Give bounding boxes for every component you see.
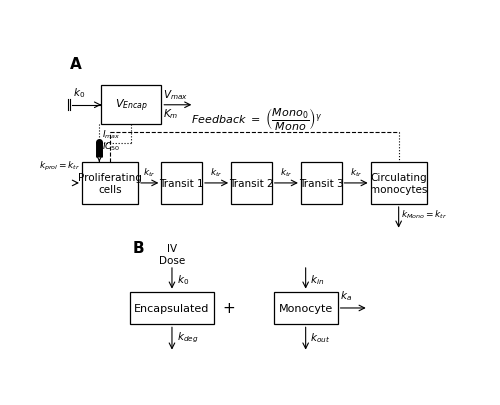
Text: Transit 2: Transit 2 [229, 179, 274, 188]
Text: $k_{Mono} = k_{tr}$: $k_{Mono} = k_{tr}$ [400, 208, 447, 220]
Text: Transit 3: Transit 3 [299, 179, 344, 188]
Text: IV
Dose: IV Dose [159, 244, 185, 265]
Bar [162, 162, 202, 205]
Bar [274, 292, 338, 324]
Text: Proliferating
cells: Proliferating cells [78, 173, 142, 194]
Text: A: A [70, 56, 82, 71]
Text: $k_{deg}$: $k_{deg}$ [176, 330, 198, 344]
Text: $k_a$: $k_a$ [340, 289, 351, 303]
Text: $K_m$: $K_m$ [163, 107, 178, 121]
Text: $I_{max}$: $I_{max}$ [102, 128, 121, 141]
Text: $V_{max}$: $V_{max}$ [163, 88, 188, 102]
Text: B: B [132, 241, 144, 255]
Text: Circulating
monocytes: Circulating monocytes [370, 173, 428, 194]
Bar [82, 162, 138, 205]
Text: $k_{tr}$: $k_{tr}$ [144, 166, 156, 179]
Bar [231, 162, 272, 205]
Bar [370, 162, 427, 205]
Text: $V_{Encap}$: $V_{Encap}$ [114, 97, 148, 114]
Text: Monocyte: Monocyte [278, 303, 333, 313]
Bar [130, 292, 214, 324]
Text: $IC_{50}$: $IC_{50}$ [102, 140, 121, 152]
Bar [301, 162, 342, 205]
Bar [101, 86, 162, 125]
Text: $k_{prol} = k_{tr}$: $k_{prol} = k_{tr}$ [38, 160, 80, 173]
Text: Transit 1: Transit 1 [160, 179, 204, 188]
Text: $k_{in}$: $k_{in}$ [310, 273, 324, 286]
Text: $k_{tr}$: $k_{tr}$ [280, 166, 292, 179]
Text: Encapsulated: Encapsulated [134, 303, 210, 313]
Text: +: + [223, 301, 235, 315]
Text: $k_0$: $k_0$ [176, 273, 189, 286]
Text: $k_{tr}$: $k_{tr}$ [350, 166, 362, 179]
Text: $k_0$: $k_0$ [74, 86, 86, 100]
Text: $\mathit{Feedback}\ =\ \left(\dfrac{\mathit{Mono}_0}{\mathit{Mono}}\right)^{\mat: $\mathit{Feedback}\ =\ \left(\dfrac{\mat… [190, 105, 322, 131]
Text: $k_{out}$: $k_{out}$ [310, 330, 330, 344]
Text: $k_{tr}$: $k_{tr}$ [210, 166, 223, 179]
